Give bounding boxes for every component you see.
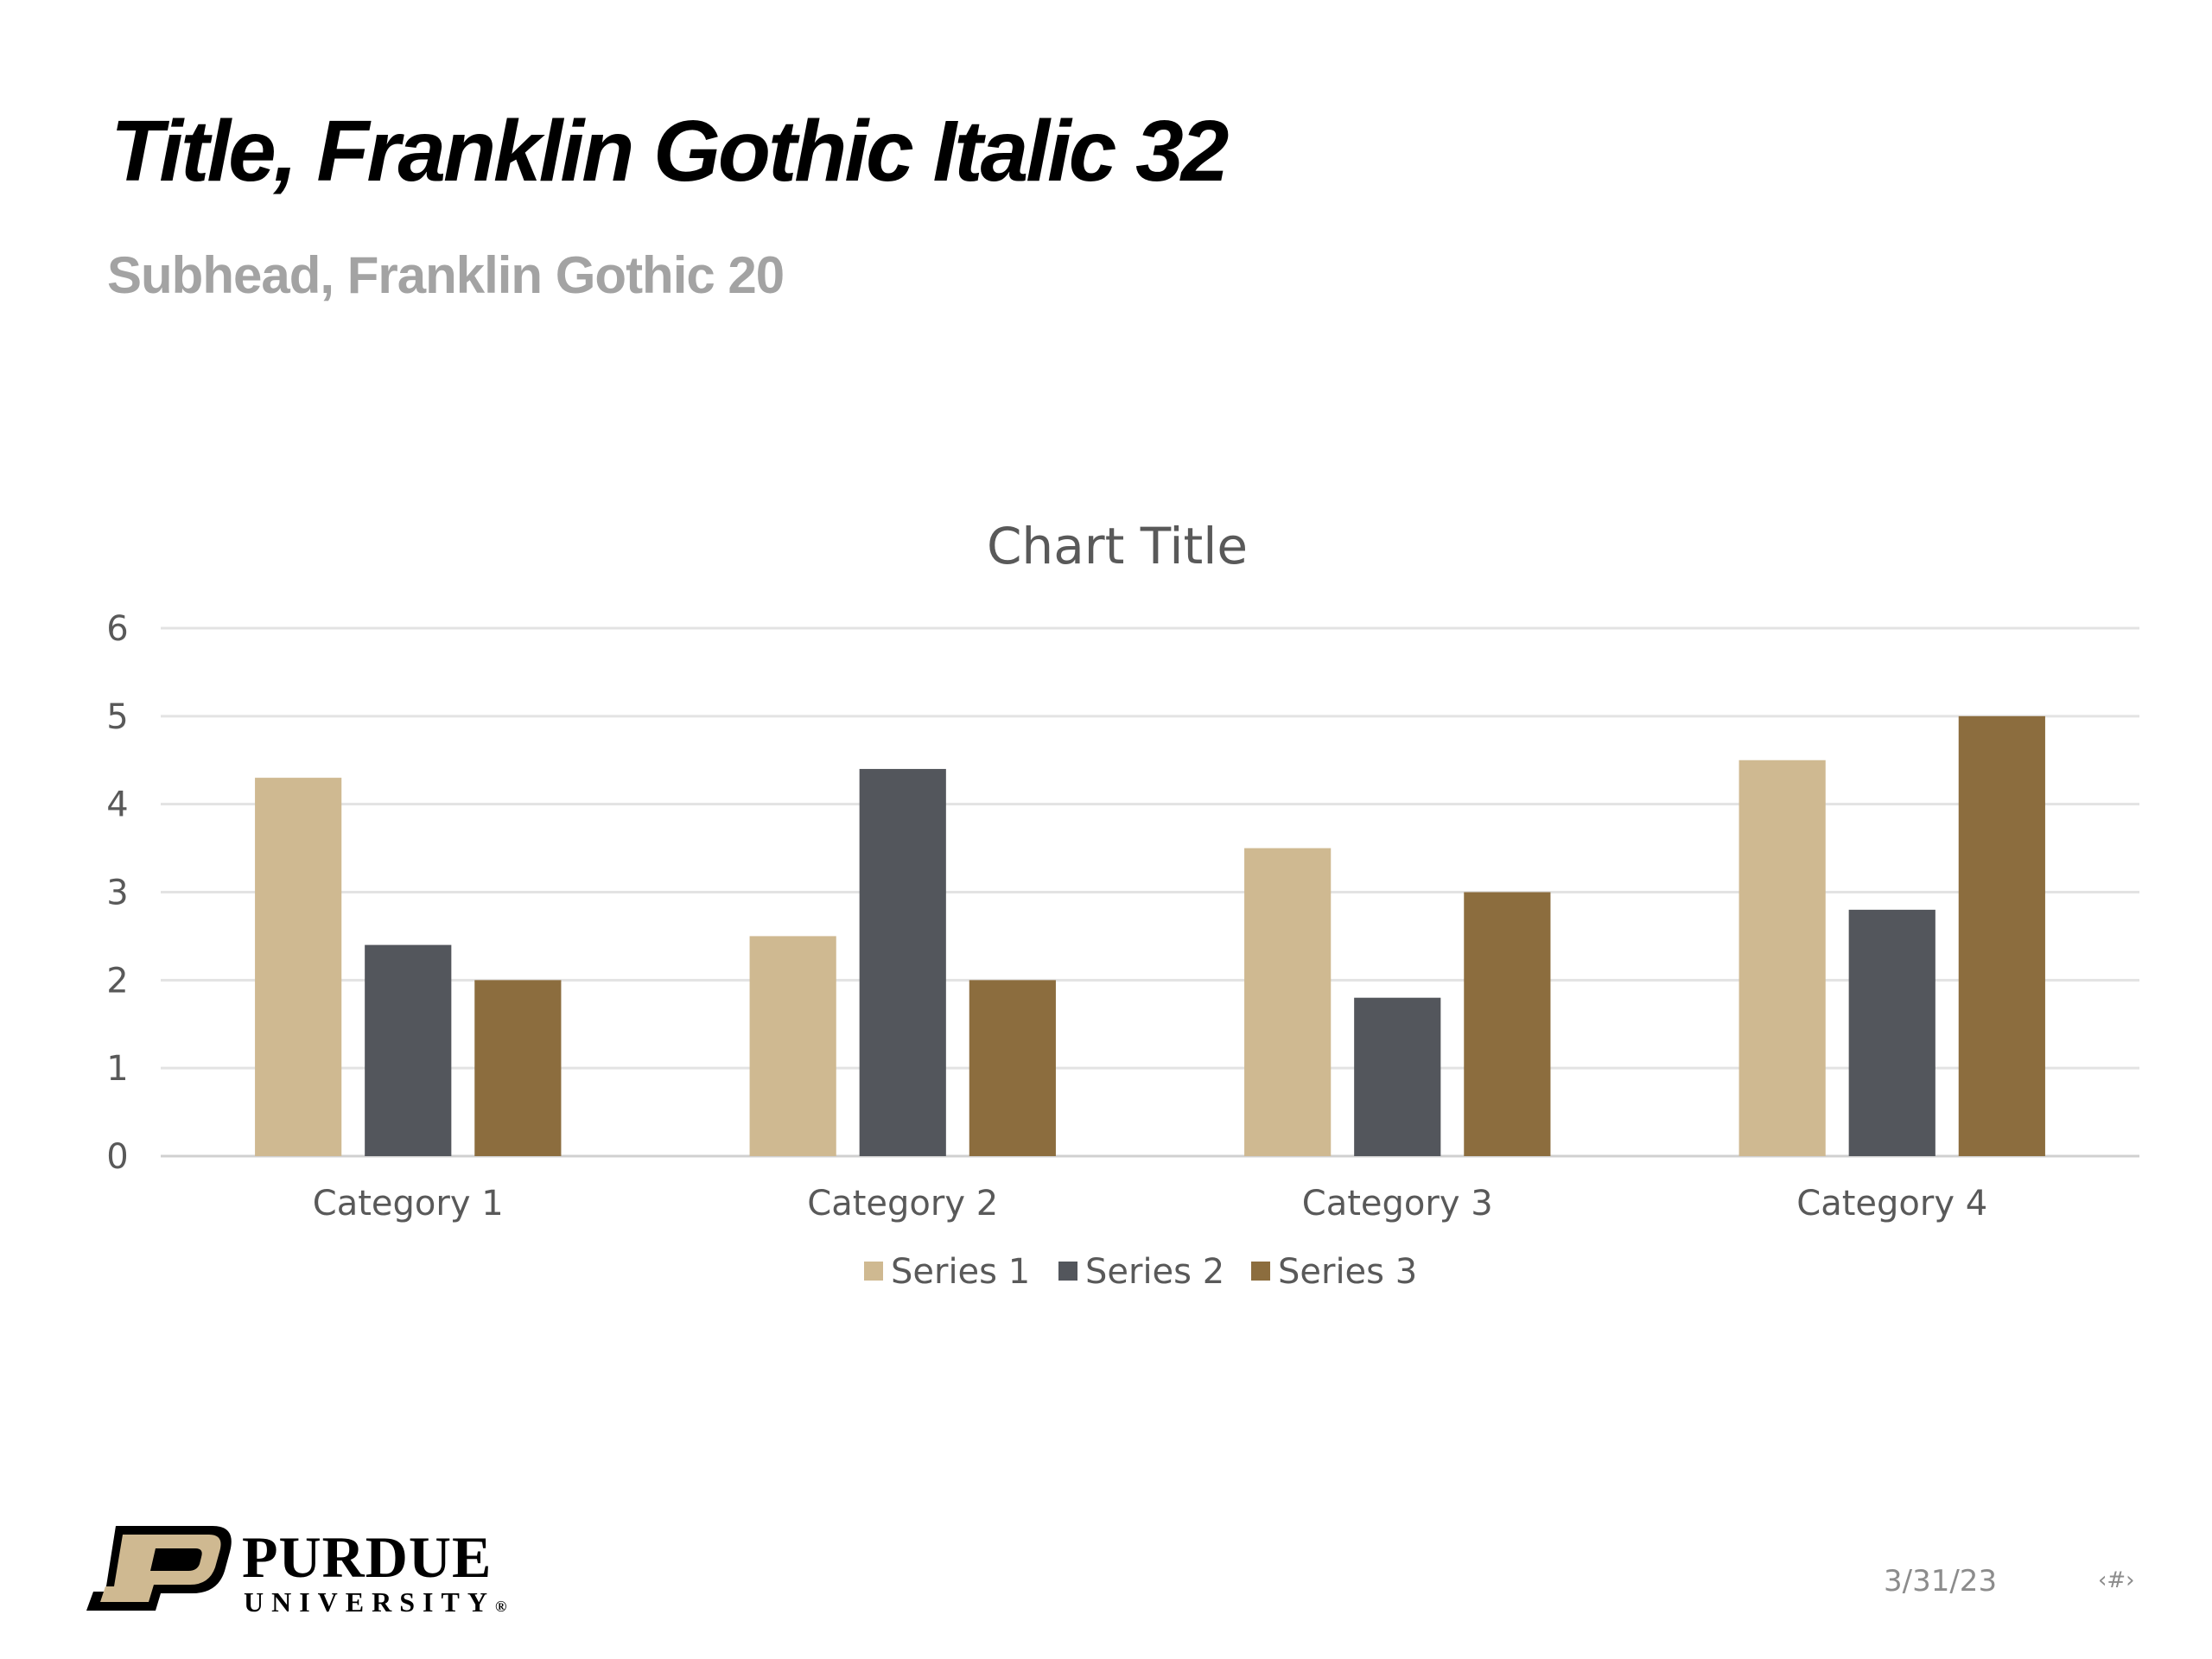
bar: [1354, 997, 1441, 1156]
slide-title: Title, Franklin Gothic Italic 32: [111, 103, 1229, 200]
bar: [365, 944, 452, 1156]
logo-subtext-label: UNIVERSITY: [244, 1586, 495, 1618]
y-tick-label: 5: [106, 697, 128, 737]
logo-wordmark: PURDUE: [242, 1524, 493, 1590]
chart-title: Chart Title: [987, 517, 1248, 575]
legend-swatch: [864, 1262, 883, 1281]
bar: [1848, 909, 1936, 1156]
legend-label: Series 3: [1278, 1252, 1417, 1292]
x-tick-label: Category 3: [1302, 1184, 1493, 1224]
legend-swatch: [1251, 1262, 1270, 1281]
x-tick-label: Category 4: [1796, 1184, 1987, 1224]
logo-subtext: UNIVERSITY®: [244, 1588, 506, 1620]
y-tick-label: 6: [106, 609, 128, 649]
slide-subtitle: Subhead, Franklin Gothic 20: [107, 246, 785, 304]
legend: Series 1 Series 2 Series 3: [864, 1252, 1417, 1292]
legend-label: Series 2: [1085, 1252, 1224, 1292]
bar: [749, 936, 836, 1156]
x-tick-label: Category 1: [313, 1184, 504, 1224]
bar: [969, 980, 1056, 1156]
bar: [1464, 892, 1551, 1156]
logo-registered-mark: ®: [494, 1598, 507, 1615]
x-axis-labels: Category 1 Category 2 Category 3 Category 4: [313, 1184, 1987, 1224]
y-tick-label: 4: [106, 785, 128, 825]
bar: [1958, 715, 2045, 1156]
y-tick-label: 1: [106, 1049, 128, 1089]
y-tick-label: 3: [106, 874, 128, 913]
legend-label: Series 1: [891, 1252, 1030, 1292]
bars: [255, 715, 2045, 1156]
bar: [255, 778, 342, 1156]
footer-slide-number: ‹#›: [2098, 1567, 2135, 1593]
bar: [1738, 760, 1826, 1156]
y-axis-ticks: 0 1 2 3 4 5 6: [106, 609, 128, 1177]
bar: [1244, 848, 1332, 1156]
y-tick-label: 0: [106, 1137, 128, 1177]
legend-swatch: [1058, 1262, 1077, 1281]
purdue-p-mark-icon: [86, 1526, 232, 1611]
x-tick-label: Category 2: [807, 1184, 998, 1224]
y-tick-label: 2: [106, 961, 128, 1001]
bar: [474, 980, 562, 1156]
bar: [859, 768, 946, 1156]
gridlines: [161, 626, 2139, 1158]
footer-date: 3/31/23: [1884, 1564, 1998, 1599]
purdue-logo: [86, 1526, 232, 1611]
